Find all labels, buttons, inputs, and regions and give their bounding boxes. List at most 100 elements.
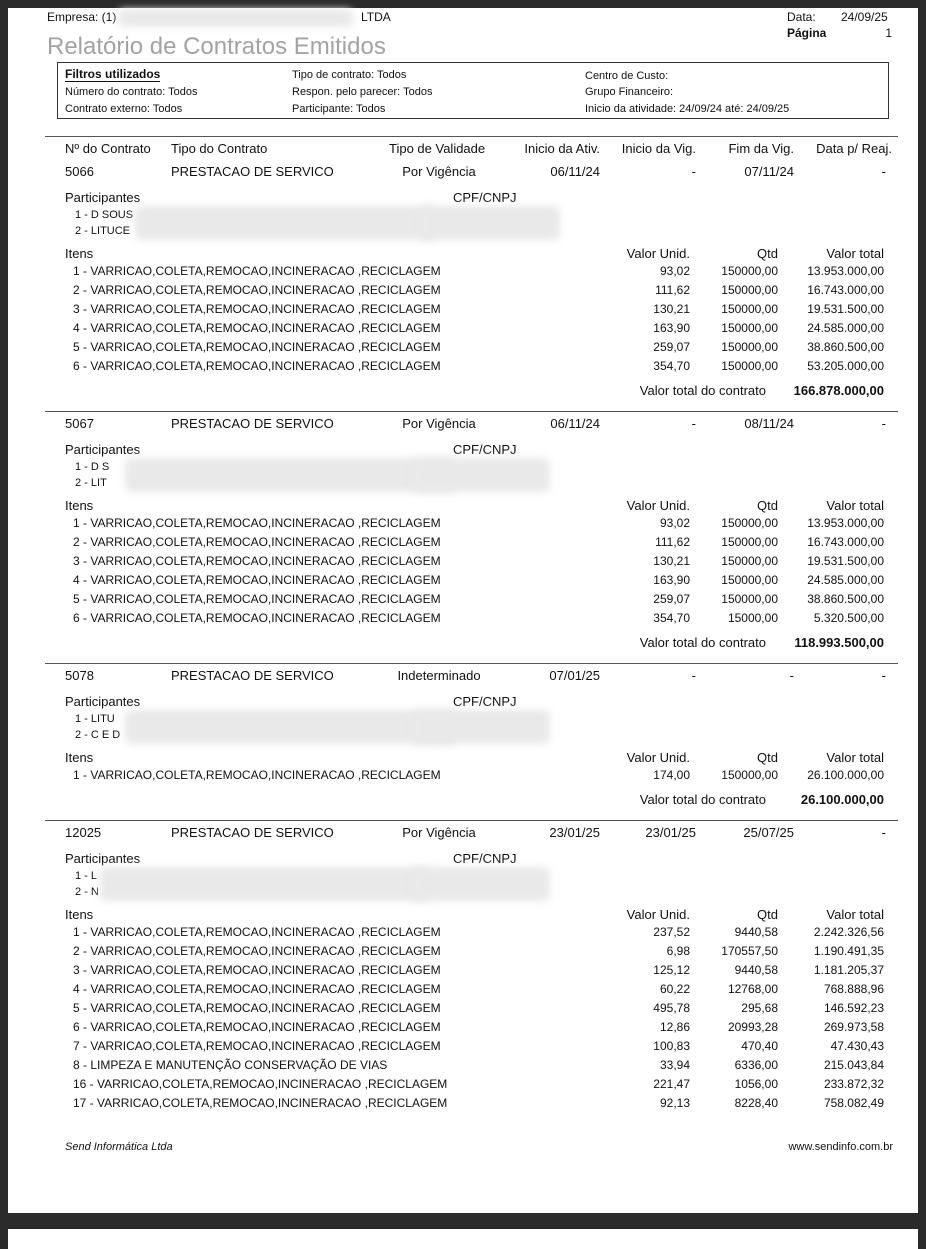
- item-row: 16 - VARRICAO,COLETA,REMOCAO,INCINERACAO…: [0, 1075, 926, 1094]
- item-total: 269.973,58: [823, 1020, 884, 1034]
- item-description: 5 - VARRICAO,COLETA,REMOCAO,INCINERACAO …: [73, 1001, 441, 1015]
- col-inicio-ativ: Inicio da Ativ.: [524, 141, 600, 156]
- item-quantity: 8228,40: [734, 1096, 778, 1110]
- participants-label: Participantes: [65, 442, 141, 457]
- participants-header: Participantes CPF/CNPJ: [0, 694, 926, 710]
- contract-number: 12025: [65, 825, 102, 840]
- item-row: 3 - VARRICAO,COLETA,REMOCAO,INCINERACAO …: [0, 961, 926, 980]
- participant-row: 2 - LIT: [0, 476, 926, 492]
- item-row: 6 - VARRICAO,COLETA,REMOCAO,INCINERACAO …: [0, 357, 926, 376]
- item-row: 17 - VARRICAO,COLETA,REMOCAO,INCINERACAO…: [0, 1094, 926, 1113]
- item-total: 24.585.000,00: [807, 573, 884, 587]
- item-quantity: 150000,00: [721, 554, 778, 568]
- contract-data-reaj: -: [881, 825, 886, 840]
- participant-name: 2 - N: [75, 886, 99, 898]
- item-unit-value: 111,62: [655, 283, 690, 297]
- participant-row: 1 - D S: [0, 460, 926, 476]
- contract-total-value: 118.993.500,00: [794, 635, 884, 650]
- item-quantity: 9440,58: [734, 925, 778, 939]
- item-total: 38.860.500,00: [807, 340, 884, 354]
- valor-total-label: Valor total: [826, 246, 884, 261]
- item-quantity: 150000,00: [721, 359, 778, 373]
- item-total: 19.531.500,00: [807, 554, 884, 568]
- item-description: 6 - VARRICAO,COLETA,REMOCAO,INCINERACAO …: [73, 611, 441, 625]
- participants-label: Participantes: [65, 851, 141, 866]
- item-row: 2 - VARRICAO,COLETA,REMOCAO,INCINERACAO …: [0, 942, 926, 961]
- item-description: 1 - VARRICAO,COLETA,REMOCAO,INCINERACAO …: [73, 264, 441, 278]
- item-description: 1 - VARRICAO,COLETA,REMOCAO,INCINERACAO …: [73, 768, 441, 782]
- item-total: 233.872,32: [823, 1077, 884, 1091]
- item-unit-value: 130,21: [653, 554, 690, 568]
- pagina-value: 1: [885, 26, 892, 40]
- participant-name: 2 - C E D: [75, 729, 121, 741]
- filter-grupo-financeiro: Grupo Financeiro:: [585, 86, 674, 98]
- filter-contrato-externo: Contrato externo: Todos: [65, 103, 183, 115]
- items-header: Itens Valor Unid. Qtd Valor total: [0, 907, 926, 923]
- item-description: 17 - VARRICAO,COLETA,REMOCAO,INCINERACAO…: [73, 1096, 448, 1110]
- redacted-cpf-cnpj: [420, 206, 560, 240]
- item-quantity: 470,40: [741, 1039, 778, 1053]
- contract-type: PRESTACAO DE SERVICO: [171, 825, 334, 840]
- contract-number: 5078: [65, 668, 94, 683]
- item-row: 6 - VARRICAO,COLETA,REMOCAO,INCINERACAO …: [0, 1018, 926, 1037]
- items-header: Itens Valor Unid. Qtd Valor total: [0, 246, 926, 262]
- contract-data-reaj: -: [881, 416, 886, 431]
- valor-total-label: Valor total: [826, 907, 884, 922]
- filter-numero-contrato: Número do contrato: Todos: [65, 86, 198, 98]
- item-quantity: 1056,00: [734, 1077, 778, 1091]
- contract-section: 5066 PRESTACAO DE SERVICO Por Vigência 06/1…: [0, 160, 926, 412]
- page-title: Relatório de Contratos Emitidos: [47, 33, 386, 60]
- item-total: 758.082,49: [823, 1096, 884, 1110]
- contract-type: PRESTACAO DE SERVICO: [171, 416, 334, 431]
- item-unit-value: 125,12: [653, 963, 690, 977]
- item-description: 3 - VARRICAO,COLETA,REMOCAO,INCINERACAO …: [73, 302, 441, 316]
- col-validade: Tipo de Validade: [389, 141, 486, 156]
- participant-row: 2 - LITUCE: [0, 224, 926, 240]
- redacted-cpf-cnpj: [412, 458, 550, 492]
- item-row: 3 - VARRICAO,COLETA,REMOCAO,INCINERACAO …: [0, 300, 926, 319]
- redacted-participant-names: [100, 867, 430, 901]
- contract-total-label: Valor total do contrato: [639, 792, 766, 807]
- item-row: 3 - VARRICAO,COLETA,REMOCAO,INCINERACAO …: [0, 552, 926, 571]
- item-quantity: 9440,58: [734, 963, 778, 977]
- item-unit-value: 354,70: [653, 611, 690, 625]
- item-unit-value: 221,47: [653, 1077, 690, 1091]
- item-unit-value: 163,90: [653, 321, 690, 335]
- item-row: 4 - VARRICAO,COLETA,REMOCAO,INCINERACAO …: [0, 980, 926, 999]
- items-header: Itens Valor Unid. Qtd Valor total: [0, 750, 926, 766]
- item-total: 13.953.000,00: [807, 264, 884, 278]
- redacted-participant-names: [125, 710, 455, 744]
- item-row: 1 - VARRICAO,COLETA,REMOCAO,INCINERACAO …: [0, 262, 926, 281]
- cpf-cnpj-label: CPF/CNPJ: [453, 442, 517, 457]
- contract-total-label: Valor total do contrato: [639, 635, 766, 650]
- item-description: 7 - VARRICAO,COLETA,REMOCAO,INCINERACAO …: [73, 1039, 441, 1053]
- empresa-suffix: LTDA: [361, 10, 391, 24]
- contract-type: PRESTACAO DE SERVICO: [171, 668, 334, 683]
- redacted-participant-names: [135, 206, 435, 240]
- contract-validity: Por Vigência: [402, 825, 476, 840]
- valor-unid-label: Valor Unid.: [626, 750, 690, 765]
- contract-inicio-ativ: 06/11/24: [550, 164, 600, 179]
- contract-row: 5067 PRESTACAO DE SERVICO Por Vigência 06/1…: [0, 412, 926, 436]
- item-description: 5 - VARRICAO,COLETA,REMOCAO,INCINERACAO …: [73, 340, 441, 354]
- participants-label: Participantes: [65, 190, 141, 205]
- item-quantity: 150000,00: [721, 516, 778, 530]
- item-unit-value: 100,83: [653, 1039, 690, 1053]
- filters-heading: Filtros utilizados: [65, 67, 161, 82]
- cpf-cnpj-label: CPF/CNPJ: [453, 694, 517, 709]
- qtd-label: Qtd: [757, 498, 778, 513]
- item-row: 1 - VARRICAO,COLETA,REMOCAO,INCINERACAO …: [0, 766, 926, 785]
- item-total: 146.592,23: [823, 1001, 884, 1015]
- contract-inicio-ativ: 23/01/25: [549, 825, 600, 840]
- section-spacer: [0, 652, 926, 664]
- contract-inicio-vig: 23/01/25: [645, 825, 696, 840]
- contract-data-reaj: -: [881, 164, 886, 179]
- item-total: 53.205.000,00: [807, 359, 884, 373]
- contract-validity: Por Vigência: [402, 416, 476, 431]
- redacted-participant-names: [125, 458, 455, 492]
- item-total: 1.181.205,37: [813, 963, 884, 977]
- contract-row: 5078 PRESTACAO DE SERVICO Indeterminado 07/…: [0, 664, 926, 688]
- item-unit-value: 237,52: [653, 925, 690, 939]
- participant-name: 1 - D S: [75, 461, 110, 473]
- item-total: 24.585.000,00: [807, 321, 884, 335]
